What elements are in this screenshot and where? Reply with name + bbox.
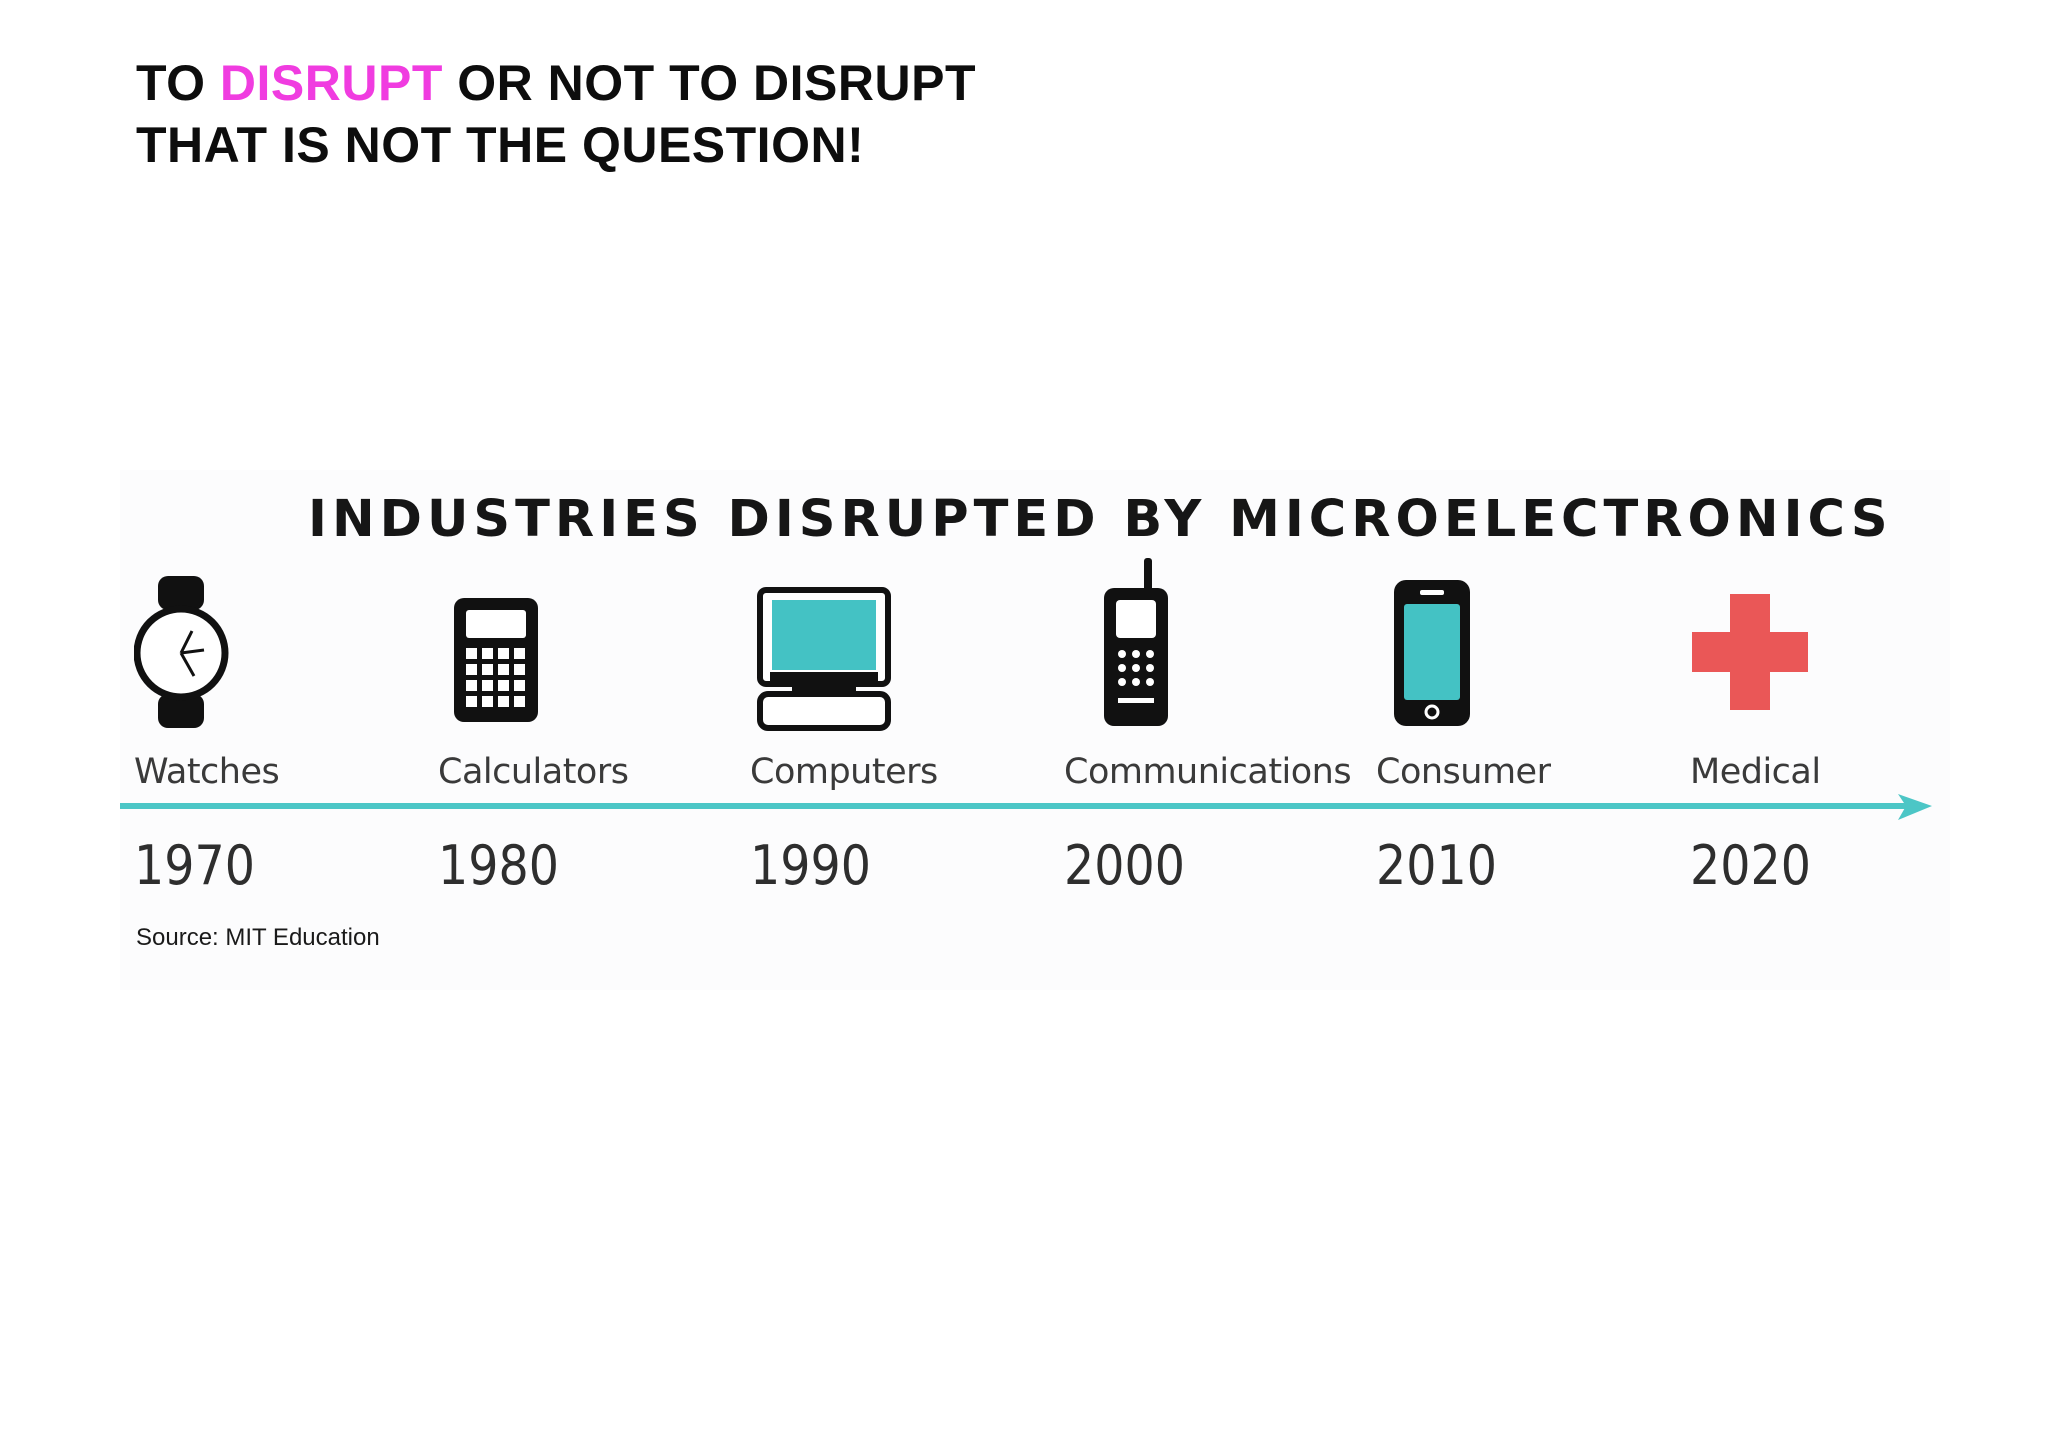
- smartphone-icon: [1394, 580, 1470, 726]
- year-1990: 1990: [750, 834, 871, 897]
- headline-accent-word: DISRUPT: [219, 55, 443, 111]
- computer-icon: [757, 587, 891, 731]
- label-medical: Medical: [1690, 752, 1821, 792]
- headline-line-1-end: OR NOT TO DISRUPT: [442, 55, 976, 111]
- year-2010: 2010: [1376, 834, 1497, 897]
- headline-line-2: THAT IS NOT THE QUESTION!: [136, 117, 865, 173]
- headline-line-1-start: TO: [136, 55, 220, 111]
- year-1970: 1970: [134, 834, 255, 897]
- cellphone-icon: [1104, 558, 1168, 726]
- timeline-arrow: [120, 794, 1932, 820]
- graphic-title: INDUSTRIES DISRUPTED BY MICROELECTRONICS: [308, 490, 1893, 549]
- label-calculators: Calculators: [438, 752, 629, 792]
- source-note: Source: MIT Education: [136, 924, 380, 951]
- medical-cross-icon: [1692, 594, 1808, 710]
- year-2020: 2020: [1690, 834, 1811, 897]
- headline: TO DISRUPT OR NOT TO DISRUPT THAT IS NOT…: [136, 52, 976, 176]
- infographic: INDUSTRIES DISRUPTED BY MICROELECTRONICS: [120, 470, 1950, 990]
- year-1980: 1980: [438, 834, 559, 897]
- calculator-icon: [454, 598, 538, 722]
- label-computers: Computers: [750, 752, 938, 792]
- label-watches: Watches: [134, 752, 280, 792]
- year-2000: 2000: [1064, 834, 1185, 897]
- label-consumer: Consumer: [1376, 752, 1551, 792]
- watch-icon: [134, 576, 229, 728]
- headline-line-1: TO DISRUPT OR NOT TO DISRUPT: [136, 52, 976, 114]
- label-communications: Communications: [1064, 752, 1352, 792]
